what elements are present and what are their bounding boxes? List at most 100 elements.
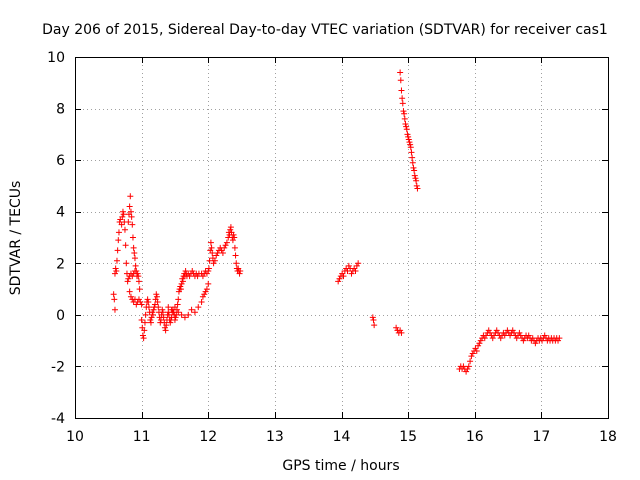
data-point bbox=[155, 304, 162, 311]
data-point bbox=[465, 363, 472, 370]
data-point bbox=[339, 270, 346, 277]
data-point bbox=[413, 182, 420, 189]
data-point bbox=[129, 273, 136, 280]
chart-title: Day 206 of 2015, Sidereal Day-to-day VTE… bbox=[42, 22, 608, 38]
data-point bbox=[408, 149, 415, 156]
y-tick-label: -4 bbox=[51, 411, 65, 427]
data-point bbox=[504, 327, 511, 334]
data-point bbox=[525, 332, 532, 339]
data-point bbox=[529, 335, 536, 342]
data-point bbox=[232, 252, 239, 259]
x-axis-label: GPS time / hours bbox=[282, 458, 399, 474]
data-point bbox=[172, 314, 179, 321]
data-point bbox=[115, 229, 122, 236]
data-point bbox=[472, 345, 479, 352]
data-point bbox=[145, 298, 152, 305]
y-tick-labels: -4 -2 0 2 4 6 8 10 bbox=[47, 50, 65, 427]
x-tick-label: 12 bbox=[199, 429, 217, 445]
data-point bbox=[142, 311, 149, 318]
data-point bbox=[131, 268, 138, 275]
data-point bbox=[413, 177, 420, 184]
data-point bbox=[127, 208, 134, 215]
data-point bbox=[178, 311, 185, 318]
data-point bbox=[188, 306, 195, 313]
data-point bbox=[175, 296, 182, 303]
data-point bbox=[205, 280, 212, 287]
data-point bbox=[410, 164, 417, 171]
data-point bbox=[125, 219, 132, 226]
data-point bbox=[398, 329, 405, 336]
data-point bbox=[135, 296, 142, 303]
data-point bbox=[118, 221, 125, 228]
data-point bbox=[161, 324, 168, 331]
data-point bbox=[222, 242, 229, 249]
data-point bbox=[409, 154, 416, 161]
data-point bbox=[136, 286, 143, 293]
data-point bbox=[122, 242, 129, 249]
data-point bbox=[153, 293, 160, 300]
data-point bbox=[114, 247, 121, 254]
data-point bbox=[150, 306, 157, 313]
data-point bbox=[213, 252, 220, 259]
data-point bbox=[236, 270, 243, 277]
data-point bbox=[397, 327, 404, 334]
data-point bbox=[149, 309, 156, 316]
data-point bbox=[221, 244, 228, 251]
data-point bbox=[405, 136, 412, 143]
data-point bbox=[405, 133, 412, 140]
data-point bbox=[133, 301, 140, 308]
y-tick-label: 8 bbox=[56, 102, 65, 118]
data-point bbox=[140, 335, 147, 342]
data-point bbox=[460, 363, 467, 370]
data-point bbox=[177, 283, 184, 290]
data-point bbox=[401, 110, 408, 117]
data-point bbox=[178, 280, 185, 287]
data-point bbox=[139, 332, 146, 339]
data-point bbox=[463, 368, 470, 375]
data-point bbox=[477, 337, 484, 344]
data-point bbox=[162, 327, 169, 334]
y-tick-label: 4 bbox=[56, 205, 65, 221]
data-point bbox=[481, 335, 488, 342]
data-point bbox=[227, 226, 234, 233]
data-point bbox=[165, 311, 172, 318]
data-point bbox=[160, 314, 167, 321]
data-point bbox=[399, 95, 406, 102]
x-tick-label: 15 bbox=[399, 429, 417, 445]
data-point bbox=[127, 293, 134, 300]
data-point bbox=[148, 314, 155, 321]
data-point bbox=[397, 77, 404, 84]
data-point bbox=[393, 324, 400, 331]
data-point bbox=[211, 257, 218, 264]
data-point bbox=[407, 141, 414, 148]
data-point bbox=[397, 69, 404, 76]
data-point bbox=[513, 335, 520, 342]
data-point bbox=[400, 108, 407, 115]
data-point bbox=[398, 87, 405, 94]
data-point bbox=[355, 260, 362, 267]
data-point bbox=[189, 268, 196, 275]
data-point bbox=[353, 262, 360, 269]
data-point bbox=[177, 286, 184, 293]
data-point bbox=[131, 249, 138, 256]
data-point bbox=[231, 244, 238, 251]
data-point bbox=[179, 278, 186, 285]
data-point bbox=[409, 159, 416, 166]
data-point bbox=[348, 270, 355, 277]
data-point bbox=[227, 224, 234, 231]
data-point bbox=[507, 332, 514, 339]
axis-ticks bbox=[75, 57, 609, 419]
data-point bbox=[111, 306, 118, 313]
data-point bbox=[345, 262, 352, 269]
data-point bbox=[181, 314, 188, 321]
data-point bbox=[469, 350, 476, 357]
x-tick-labels: 10 11 12 13 14 15 16 17 18 bbox=[66, 429, 617, 445]
x-tick-label: 13 bbox=[266, 429, 284, 445]
data-point bbox=[403, 126, 410, 133]
data-point bbox=[223, 239, 230, 246]
data-point bbox=[129, 234, 136, 241]
data-point bbox=[370, 317, 377, 324]
data-point bbox=[120, 211, 127, 218]
data-point bbox=[476, 340, 483, 347]
data-point bbox=[403, 123, 410, 130]
